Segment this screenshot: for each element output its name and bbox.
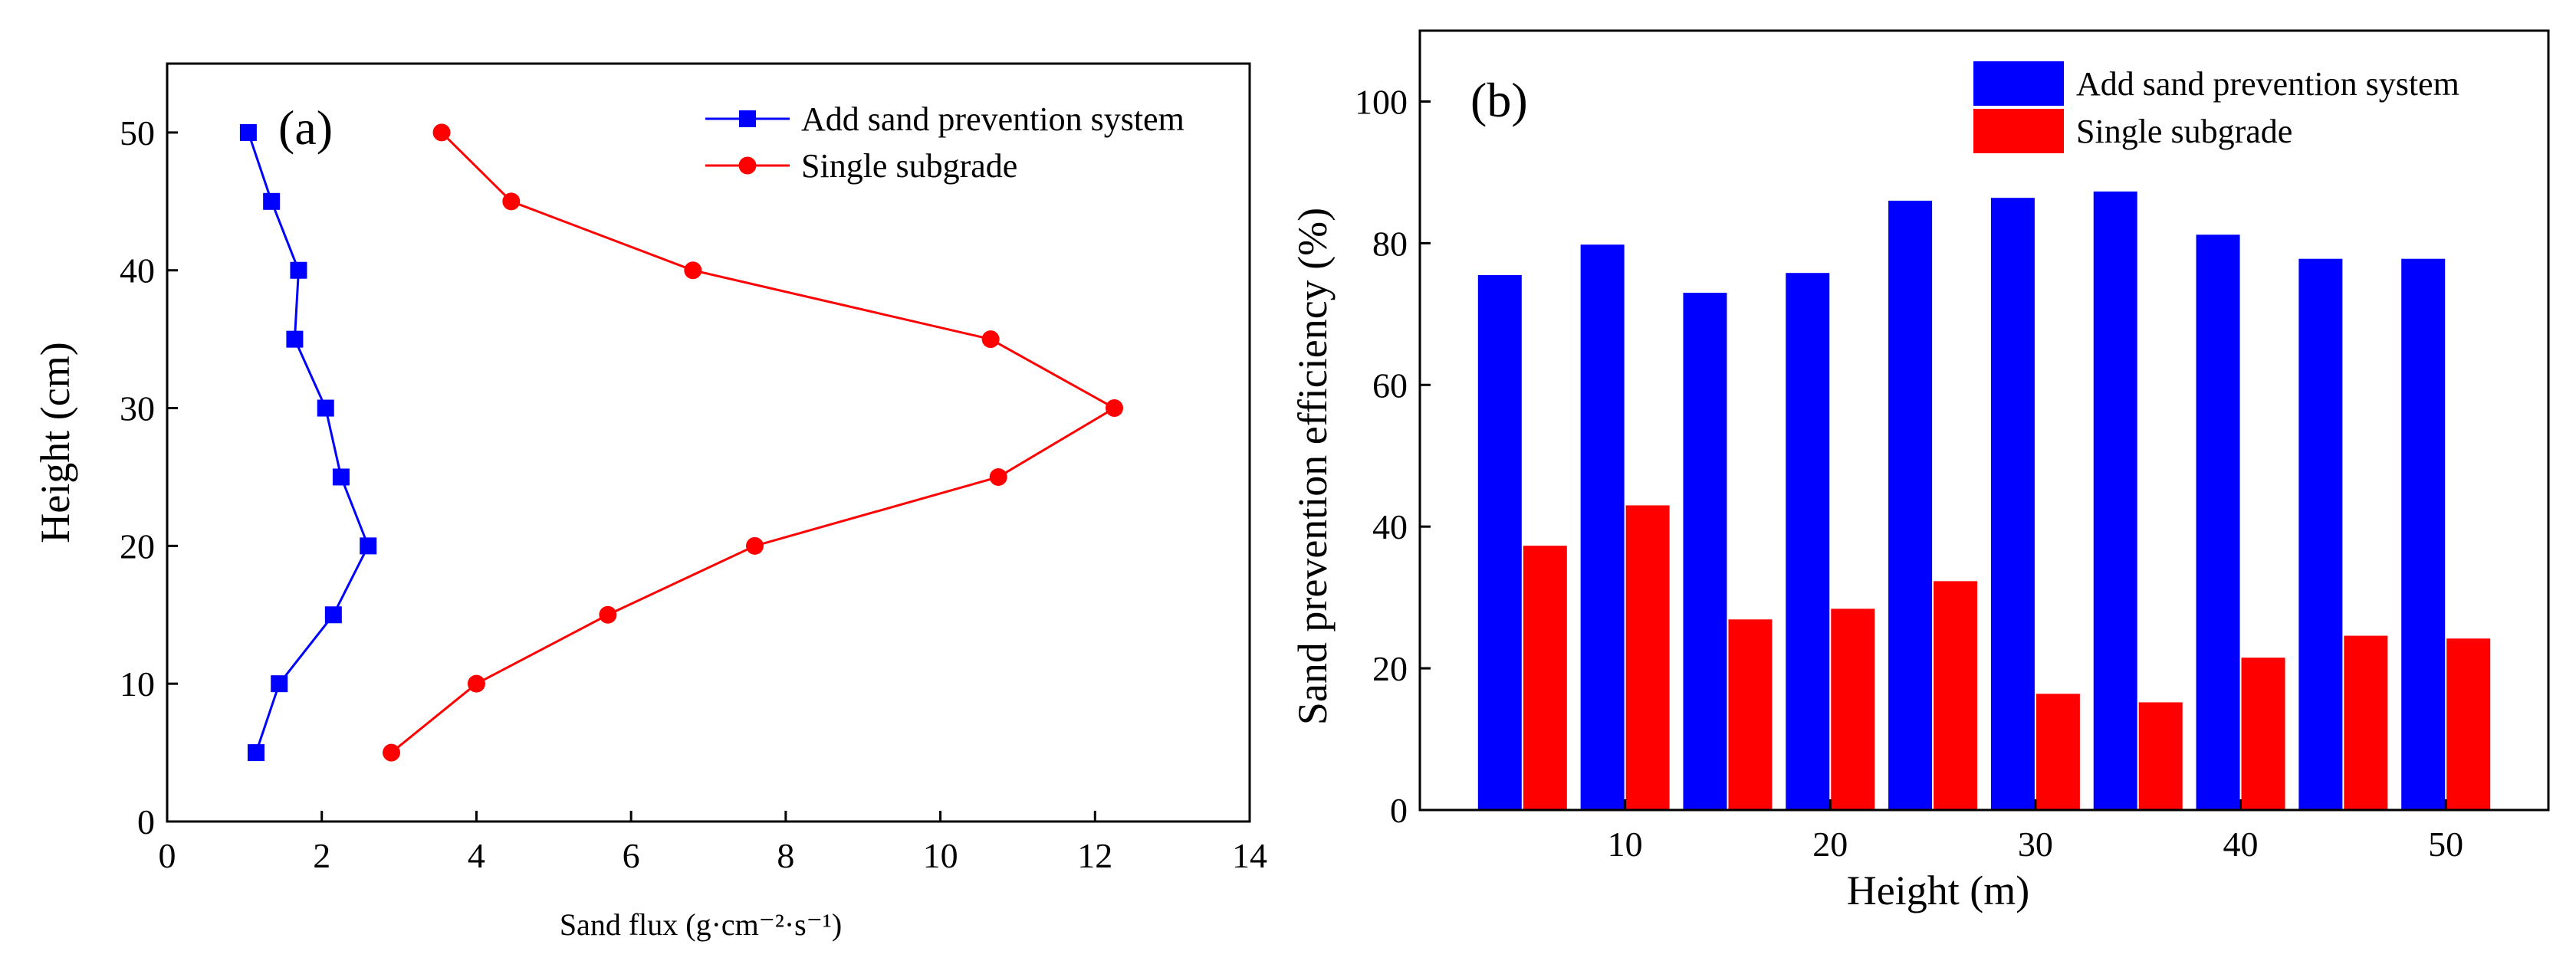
panel-a-point-single-subgrade [989, 467, 1007, 486]
panel-a-y-tick-label: 20 [120, 526, 155, 566]
panel-b-bar-add-sand-prevention-system [1786, 273, 1830, 810]
panel-b-bar-single-subgrade [2036, 694, 2080, 810]
panel-b-legend-swatch [1973, 109, 2064, 153]
panel-a-plot-frame [166, 62, 1251, 823]
panel-b-label: (b) [1470, 73, 1528, 127]
panel-a-point-add-sand-prevention-system [247, 744, 264, 762]
panel-b-y-tick-label: 20 [1372, 649, 1408, 688]
panel-b-bar-add-sand-prevention-system [2401, 258, 2446, 811]
panel-b-bar-single-subgrade [1625, 505, 1670, 810]
panel-a-label: (a) [278, 100, 333, 155]
panel-b-bar-single-subgrade [2344, 635, 2388, 810]
panel-a-line-chart: 0 2 4 6 8 10 12 14 0 10 20 30 40 50 Sand flux (g·cm⁻²·… [32, 62, 1267, 942]
panel-a-point-add-sand-prevention-system [332, 468, 350, 486]
panel-a-point-add-sand-prevention-system [360, 537, 377, 555]
panel-a-legend-label: Add sand prevention system [801, 100, 1184, 138]
panel-a-point-add-sand-prevention-system [239, 123, 257, 141]
panel-a-x-tick-label: 6 [623, 836, 640, 875]
panel-b-bar-add-sand-prevention-system [2298, 258, 2343, 811]
panel-b-bar-add-sand-prevention-system [1888, 200, 1933, 811]
panel-a-y-tick-label: 30 [120, 389, 155, 428]
panel-a-point-add-sand-prevention-system [317, 399, 334, 417]
panel-b-bar-single-subgrade [1728, 619, 1773, 810]
panel-a-legend-marker [739, 110, 756, 127]
panel-b-bar-add-sand-prevention-system [1477, 274, 1522, 811]
panel-b-y-tick-label: 40 [1372, 507, 1408, 546]
panel-a-series-line-single-subgrade [390, 131, 1117, 754]
panel-a-y-tick-label: 50 [120, 113, 155, 152]
panel-b-x-tick-label: 50 [2428, 825, 2463, 864]
panel-b-bar-add-sand-prevention-system [1580, 244, 1625, 810]
panel-b-x-tick-label: 40 [2223, 825, 2259, 864]
panel-b-bar-single-subgrade [1831, 608, 1875, 810]
panel-b-bar-add-sand-prevention-system [2093, 191, 2137, 810]
panel-a-point-add-sand-prevention-system [290, 261, 307, 279]
panel-b-legend-swatch [1973, 61, 2064, 106]
panel-b-bar-single-subgrade [2446, 638, 2491, 810]
panel-a-point-single-subgrade [382, 743, 400, 762]
panel-b-bar-add-sand-prevention-system [1990, 198, 2035, 810]
panel-a-point-single-subgrade [746, 536, 764, 555]
panel-a-point-single-subgrade [1106, 399, 1123, 418]
panel-a-x-tick-label: 8 [777, 836, 794, 875]
panel-b-plot-frame [1418, 29, 2550, 812]
panel-b-x-axis-title: Height (m) [1847, 867, 2029, 913]
panel-a-y-tick-label: 0 [137, 802, 155, 841]
panel-a-point-single-subgrade [684, 261, 702, 280]
panel-a-y-tick-label: 40 [120, 251, 155, 290]
panel-a-x-tick-label: 2 [313, 836, 330, 875]
panel-b-x-tick-label: 10 [1608, 825, 1643, 864]
panel-b-bar-add-sand-prevention-system [1683, 293, 1727, 811]
panel-a-point-add-sand-prevention-system [324, 606, 342, 624]
panel-b-y-axis-title: Sand prevention efficiency (%) [1290, 208, 1336, 725]
panel-b-bar-add-sand-prevention-system [2196, 234, 2240, 810]
panel-a-point-single-subgrade [432, 123, 451, 142]
panel-a-point-single-subgrade [599, 605, 617, 624]
panel-b-bar-single-subgrade [1934, 581, 1978, 810]
panel-b-y-tick-label: 80 [1372, 224, 1408, 263]
panel-b-bar-chart: 0 20 40 60 80 100 10 20 30 40 50 Height (m) Sand pre… [1290, 29, 2550, 913]
panel-a-point-single-subgrade [502, 192, 521, 211]
panel-a-x-tick-label: 10 [923, 836, 958, 875]
panel-b-bar-single-subgrade [1523, 546, 1567, 810]
panel-a-x-tick-label: 4 [468, 836, 485, 875]
panel-a-x-tick-label: 0 [159, 836, 176, 875]
panel-a-point-single-subgrade [981, 330, 1000, 349]
panel-a-legend-marker [738, 156, 757, 175]
panel-a-x-tick-label: 12 [1077, 836, 1112, 875]
panel-a-legend-label: Single subgrade [801, 147, 1017, 185]
panel-b-bar-single-subgrade [2138, 702, 2183, 810]
panel-a-point-add-sand-prevention-system [271, 675, 288, 693]
panel-b-legend-label: Add sand prevention system [2076, 65, 2459, 103]
panel-b-y-tick-label: 100 [1355, 82, 1408, 121]
panel-b-bar-single-subgrade [2241, 658, 2285, 810]
panel-a-x-axis-title: Sand flux (g·cm⁻²·s⁻¹) [560, 907, 842, 942]
panel-a-point-single-subgrade [467, 674, 485, 693]
panel-b-x-tick-label: 30 [2018, 825, 2053, 864]
panel-a-point-add-sand-prevention-system [286, 330, 304, 348]
panel-b-legend-label: Single subgrade [2076, 113, 2292, 150]
panel-a-point-add-sand-prevention-system [263, 192, 281, 210]
panel-a-y-tick-label: 10 [120, 664, 155, 703]
panel-b-y-tick-label: 0 [1390, 791, 1408, 830]
panel-a-y-axis-title: Height (cm) [32, 342, 78, 543]
panel-b-y-tick-label: 60 [1372, 366, 1408, 405]
panel-a-x-tick-label: 14 [1232, 836, 1267, 875]
panel-b-x-tick-label: 20 [1812, 825, 1848, 864]
panel-a-series-line-add-sand-prevention-system [247, 132, 370, 753]
